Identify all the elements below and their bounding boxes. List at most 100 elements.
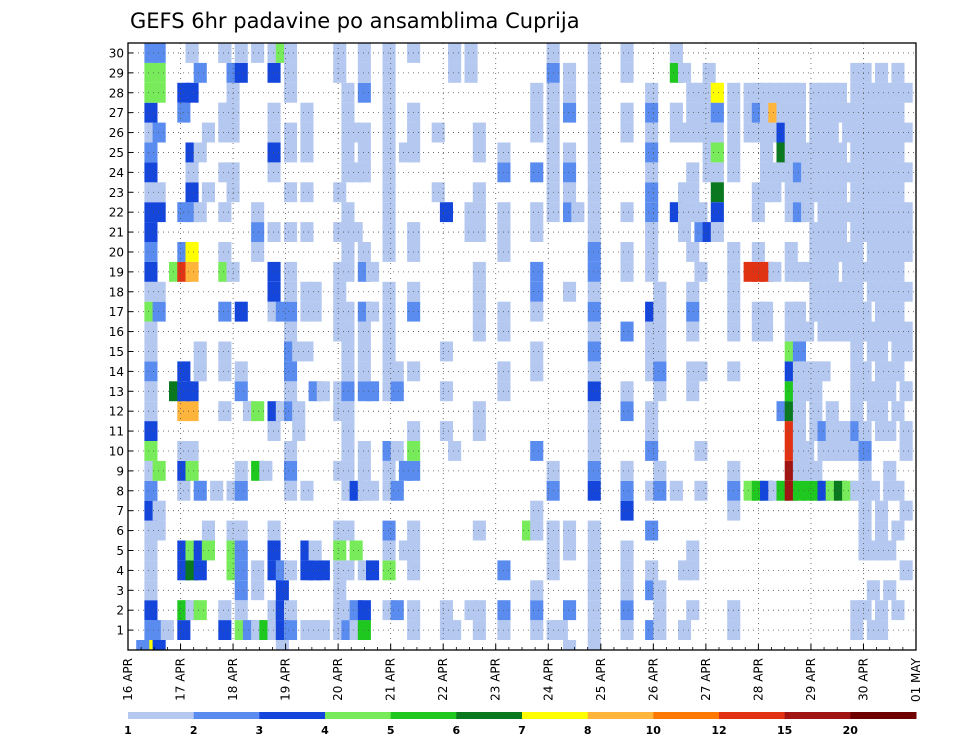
- y-tick-label: 6: [116, 524, 124, 538]
- heatmap-cell: [439, 421, 453, 441]
- heatmap-cell: [530, 162, 544, 183]
- heatmap-cell: [875, 600, 889, 621]
- heatmap-cell: [710, 102, 724, 123]
- heatmap-cell: [333, 540, 347, 561]
- y-tick-label: 21: [109, 226, 124, 240]
- x-tick-label: 22 APR: [436, 658, 450, 701]
- heatmap-cell: [694, 261, 708, 282]
- heatmap-cell: [620, 43, 634, 63]
- heatmap-cell: [850, 242, 864, 262]
- heatmap-cell: [686, 381, 700, 402]
- heatmap-cell: [571, 202, 585, 223]
- heatmap-cell: [620, 460, 634, 481]
- heatmap-cell: [357, 62, 371, 83]
- y-tick-label: 27: [109, 106, 124, 120]
- heatmap-cells: [136, 43, 913, 650]
- heatmap-cell: [694, 480, 708, 501]
- legend-label: 6: [452, 724, 460, 737]
- heatmap-cell: [251, 202, 265, 223]
- heatmap-cell: [899, 222, 913, 242]
- heatmap-cell: [144, 162, 158, 183]
- heatmap-cell: [308, 301, 322, 322]
- heatmap-cell: [382, 341, 396, 362]
- heatmap-cell: [472, 620, 486, 640]
- heatmap-cell: [382, 82, 396, 103]
- heatmap-cell: [891, 102, 905, 123]
- heatmap-cell: [398, 460, 412, 481]
- heatmap-cell: [382, 142, 396, 163]
- x-tick-label: 17 APR: [174, 658, 188, 701]
- heatmap-cell: [891, 301, 905, 322]
- heatmap-cell: [883, 381, 897, 402]
- heatmap-cell: [620, 261, 634, 282]
- heatmap-cell: [792, 122, 806, 143]
- heatmap-cell: [251, 401, 265, 422]
- heatmap-cell: [899, 381, 913, 402]
- heatmap-cell: [563, 82, 577, 103]
- heatmap-cell: [620, 381, 634, 402]
- heatmap-cell: [357, 620, 371, 640]
- heatmap-cell: [587, 182, 601, 203]
- heatmap-cell: [144, 222, 158, 242]
- legend-label: 1: [124, 724, 132, 737]
- heatmap-cell: [891, 361, 905, 382]
- heatmap-cell: [587, 142, 601, 163]
- heatmap-cell: [448, 441, 462, 461]
- heatmap-cell: [472, 142, 486, 163]
- heatmap-cell: [284, 460, 298, 481]
- heatmap-cell: [284, 480, 298, 501]
- heatmap-cell: [587, 600, 601, 621]
- heatmap-cell: [357, 122, 371, 143]
- heatmap-cell: [218, 341, 232, 362]
- y-tick-label: 19: [109, 265, 124, 279]
- y-tick-label: 20: [109, 245, 124, 259]
- heatmap-cell: [710, 162, 724, 183]
- heatmap-cell: [439, 381, 453, 402]
- heatmap-cell: [366, 480, 380, 501]
- heatmap-cell: [193, 480, 207, 501]
- heatmap-cell: [784, 242, 798, 262]
- heatmap-cell: [563, 540, 577, 561]
- heatmap-cell: [899, 421, 913, 441]
- y-tick-label: 10: [109, 444, 124, 458]
- heatmap-cell: [284, 381, 298, 402]
- heatmap-cell: [686, 321, 700, 342]
- heatmap-cell: [144, 381, 158, 402]
- heatmap-cell: [382, 62, 396, 83]
- heatmap-cell: [284, 142, 298, 163]
- heatmap-cell: [267, 421, 281, 441]
- heatmap-cell: [251, 43, 265, 63]
- heatmap-cell: [349, 540, 363, 561]
- legend-swatch: [325, 712, 392, 719]
- heatmap-cell: [144, 341, 158, 362]
- legend-swatch: [390, 712, 457, 719]
- heatmap-cell: [472, 520, 486, 541]
- heatmap-cell: [357, 142, 371, 163]
- heatmap-cell: [858, 301, 872, 322]
- heatmap-cell: [653, 341, 667, 362]
- heatmap-cell: [439, 600, 453, 621]
- heatmap-cell: [472, 222, 486, 242]
- heatmap-cell: [587, 261, 601, 282]
- heatmap-cell: [710, 202, 724, 223]
- heatmap-cell: [678, 222, 692, 242]
- heatmap-cell: [768, 182, 782, 203]
- heatmap-cell: [152, 500, 166, 521]
- heatmap-cell: [563, 520, 577, 541]
- heatmap-cell: [144, 321, 158, 342]
- heatmap-cell: [308, 281, 322, 302]
- y-tick-label: 7: [116, 504, 124, 518]
- heatmap-cell: [234, 520, 248, 541]
- legend-swatch: [522, 712, 589, 719]
- heatmap-cell: [530, 580, 544, 601]
- heatmap-cell: [382, 43, 396, 63]
- heatmap-cell: [686, 301, 700, 322]
- heatmap-cell: [883, 460, 897, 481]
- y-tick-label: 1: [116, 624, 124, 638]
- heatmap-cell: [530, 82, 544, 103]
- heatmap-cell: [530, 222, 544, 242]
- heatmap-cell: [284, 560, 298, 581]
- heatmap-cell: [144, 242, 158, 262]
- heatmap-cell: [809, 460, 823, 481]
- heatmap-cell: [357, 600, 371, 621]
